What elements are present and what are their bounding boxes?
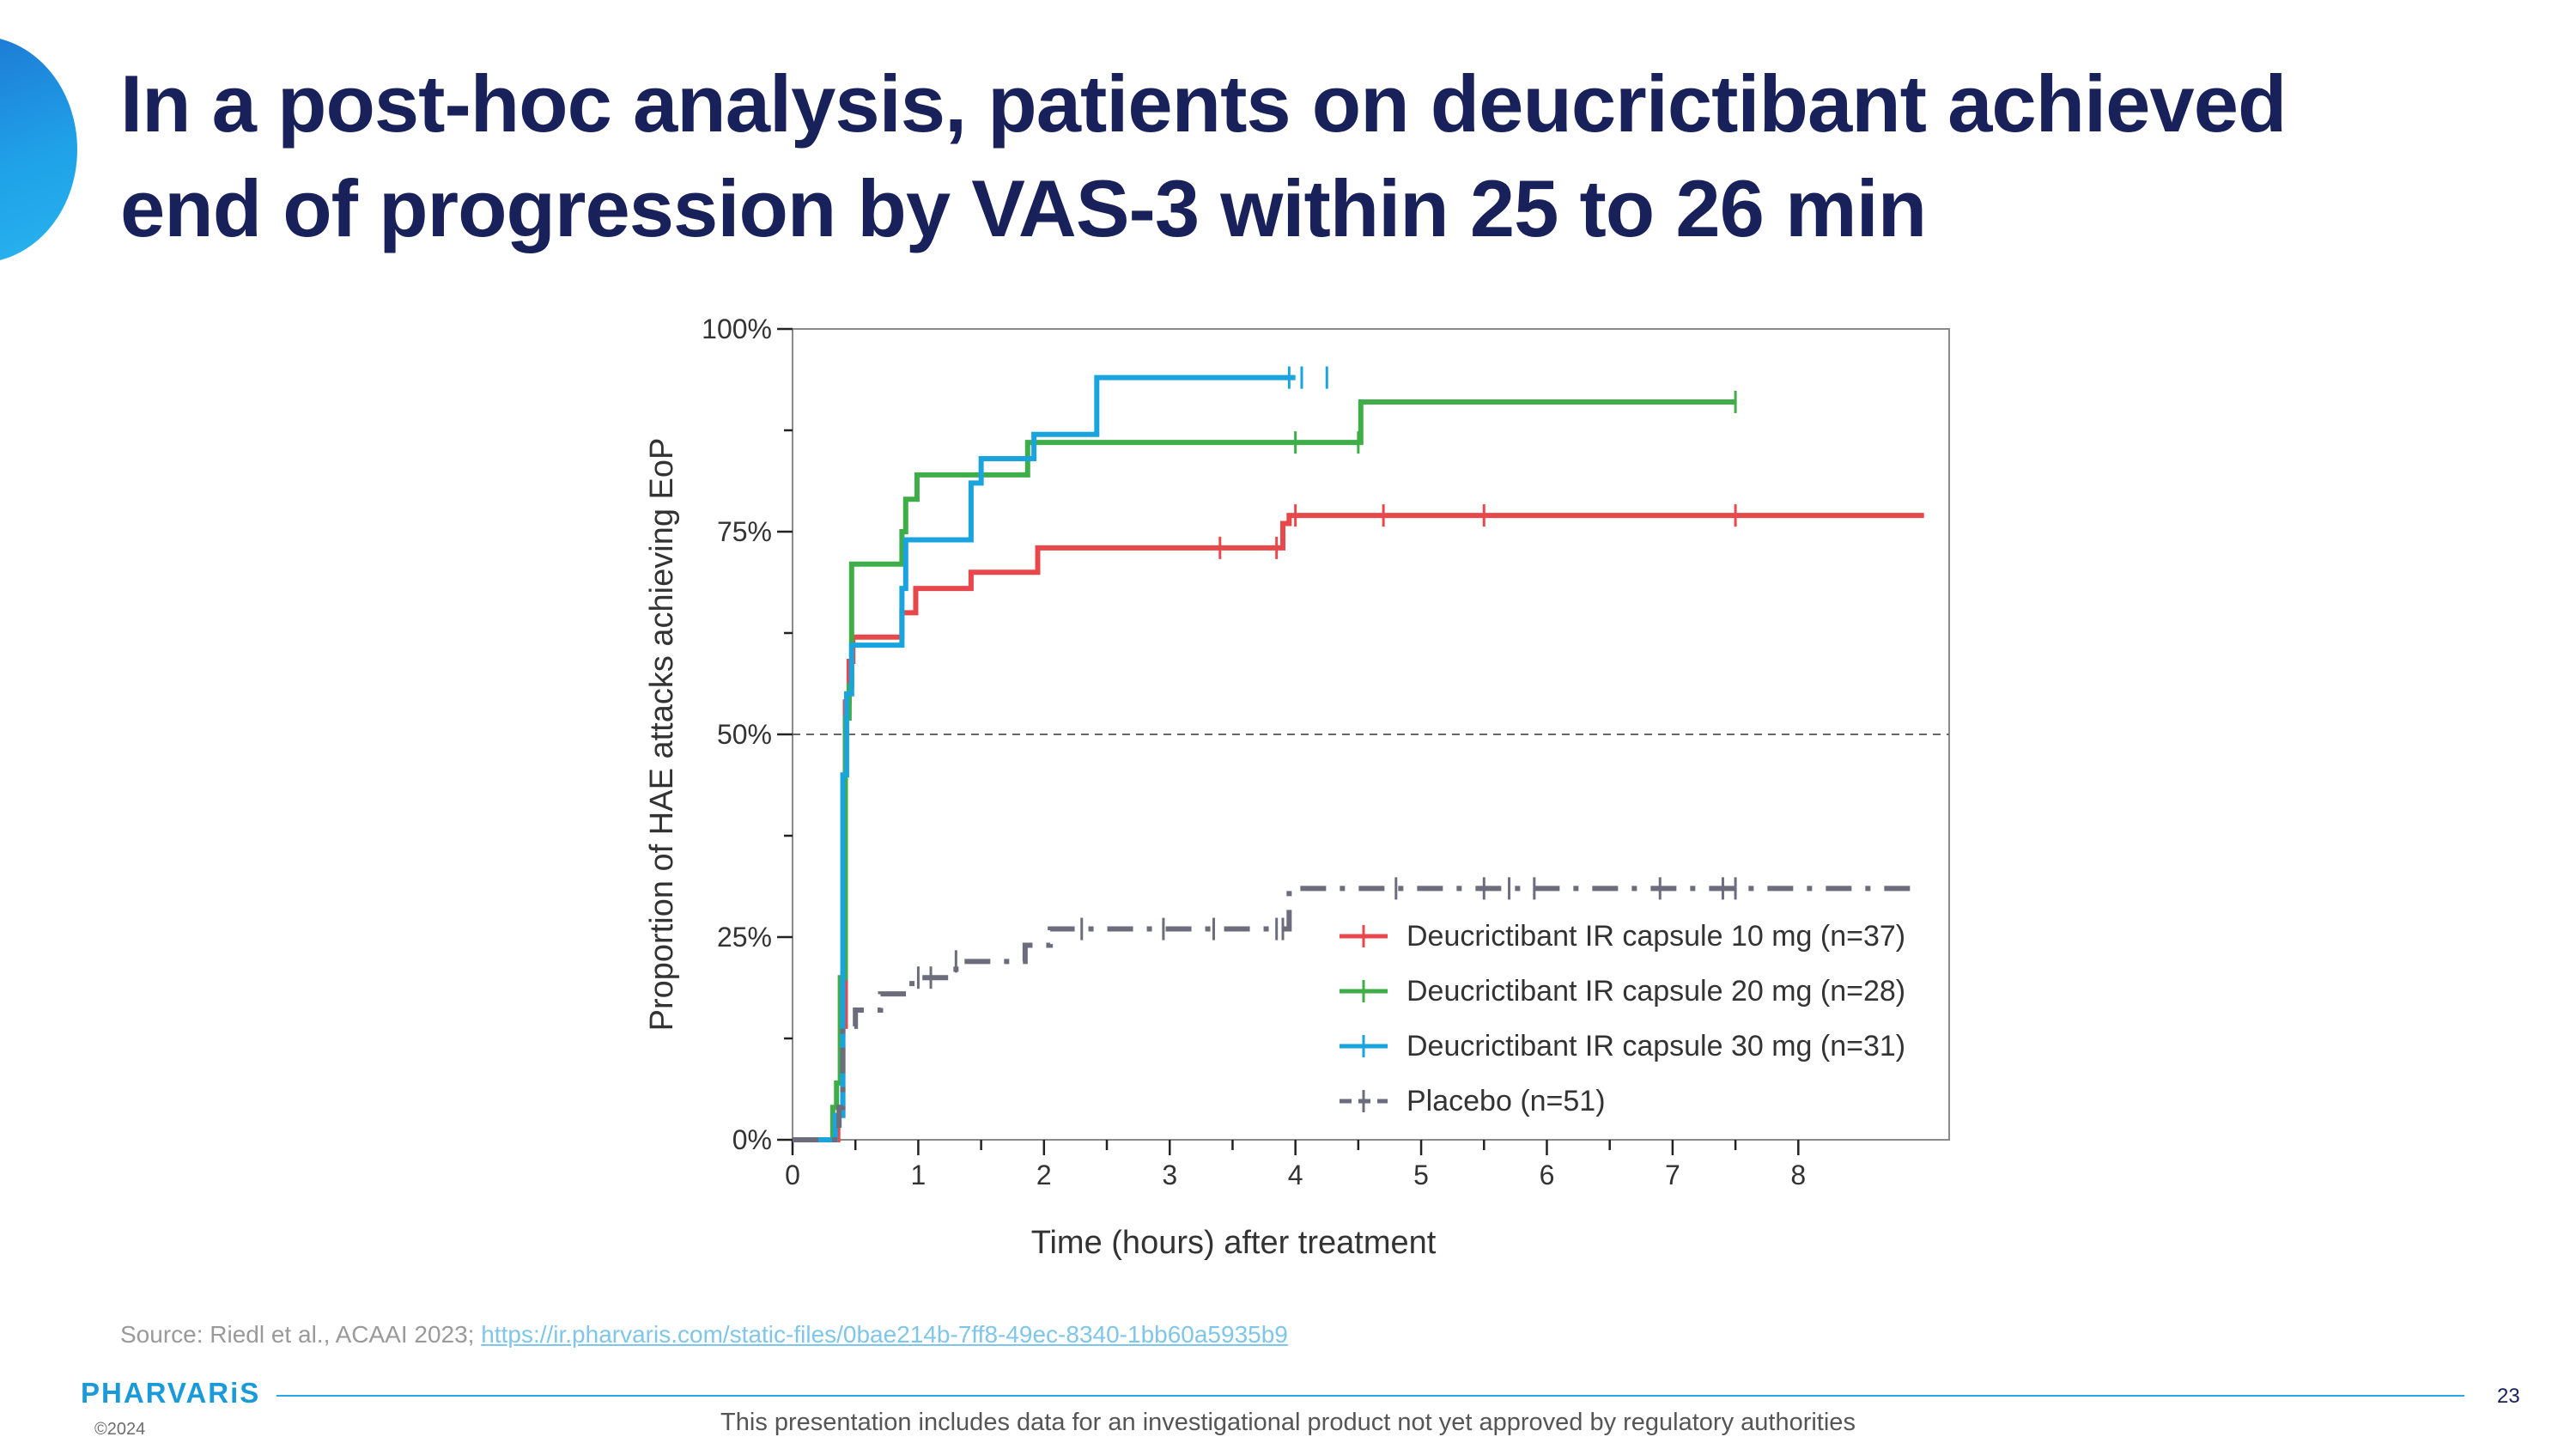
x-tick-label: 0 xyxy=(785,1160,800,1190)
slide-title: In a post-hoc analysis, patients on deuc… xyxy=(120,58,2287,253)
legend-label: Deucrictibant IR capsule 30 mg (n=31) xyxy=(1406,1030,1905,1062)
legend-label: Placebo (n=51) xyxy=(1406,1085,1606,1117)
page-number: 23 xyxy=(2497,1385,2520,1408)
y-tick-label: 50% xyxy=(717,719,772,750)
x-tick-label: 7 xyxy=(1665,1160,1680,1190)
legend-label: Deucrictibant IR capsule 20 mg (n=28) xyxy=(1406,975,1905,1008)
x-tick-label: 6 xyxy=(1540,1160,1555,1190)
y-tick-label: 25% xyxy=(717,922,772,953)
x-tick-label: 5 xyxy=(1413,1160,1429,1190)
x-axis-label: Time (hours) after treatment xyxy=(1031,1225,1437,1261)
disclaimer: This presentation includes data for an i… xyxy=(720,1409,1856,1436)
source-text: Source: Riedl et al., ACAAI 2023; xyxy=(120,1321,482,1348)
x-tick-label: 1 xyxy=(911,1160,927,1190)
footer-divider xyxy=(276,1395,2464,1397)
copyright: ©2024 xyxy=(94,1420,146,1439)
legend-label: Deucrictibant IR capsule 10 mg (n=37) xyxy=(1406,920,1905,953)
y-tick-label: 75% xyxy=(717,516,772,547)
x-tick-label: 8 xyxy=(1790,1160,1806,1190)
y-tick-label: 100% xyxy=(702,314,772,344)
pharvaris-logo: PHARVARiS xyxy=(81,1377,261,1409)
series-line-3 xyxy=(793,374,1296,1142)
x-tick-label: 2 xyxy=(1036,1160,1052,1190)
km-chart: 0% 25% 50% 75% 100% 0 1 2 3 4 5 6 7 8 Time (hours) aft… xyxy=(644,314,1950,1261)
x-tick-label: 4 xyxy=(1288,1160,1303,1190)
y-axis-label: Proportion of HAE attacks achieving EoP xyxy=(644,438,680,1032)
corner-decoration xyxy=(0,36,77,263)
source-link[interactable]: https://ir.pharvaris.com/static-files/0b… xyxy=(481,1321,1288,1348)
y-tick-label: 0% xyxy=(732,1124,772,1155)
source-citation: Source: Riedl et al., ACAAI 2023; https:… xyxy=(120,1321,1288,1349)
series-line-2 xyxy=(793,399,1736,1142)
x-tick-label: 3 xyxy=(1162,1160,1177,1190)
series-line-4 xyxy=(793,886,1912,1142)
